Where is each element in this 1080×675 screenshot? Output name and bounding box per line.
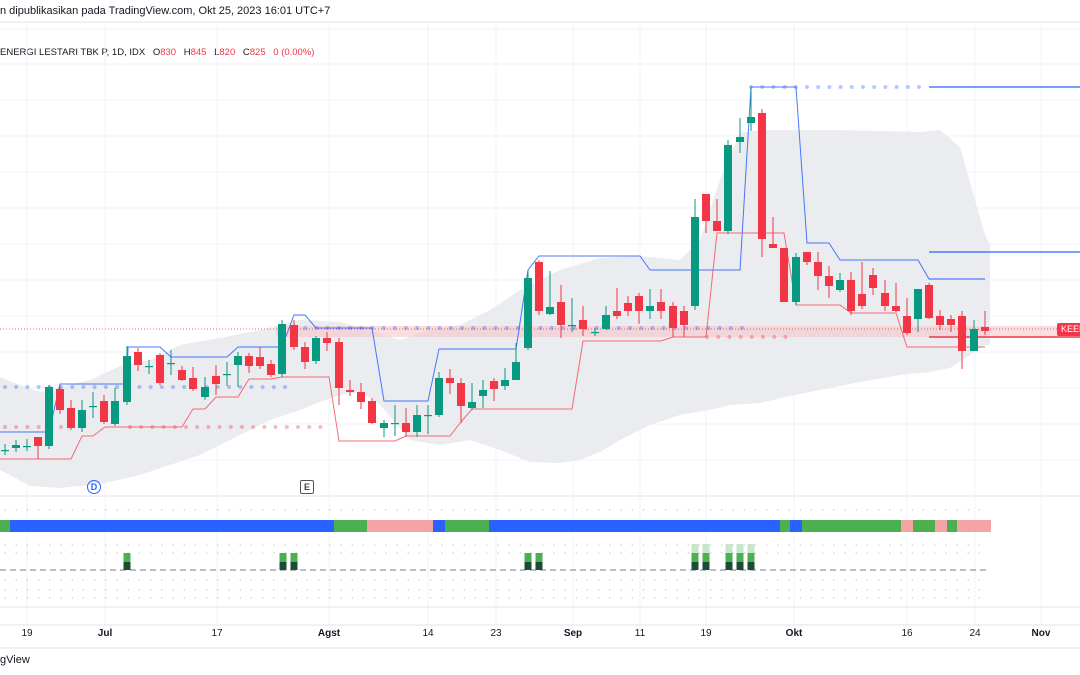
- high-label: H: [183, 47, 191, 58]
- time-axis-label: 23: [490, 628, 502, 639]
- time-axis-label: 16: [901, 628, 913, 639]
- time-axis-label: Nov: [1031, 628, 1051, 639]
- time-axis[interactable]: 19 Jul 17 Agst 14 23 Sep 11 19 Okt 16 24 Nov: [0, 628, 1080, 646]
- price-zone: [0, 326, 1060, 337]
- candlesticks: [1, 87, 989, 459]
- time-axis-label: Sep: [563, 628, 583, 639]
- open-value: 830: [160, 47, 177, 58]
- dividend-marker[interactable]: D: [87, 480, 101, 494]
- footer-brand: gView: [0, 654, 30, 666]
- change-value: 0 (0.00%): [273, 47, 315, 58]
- low-value: 820: [219, 47, 236, 58]
- brand-text: gView: [0, 654, 30, 666]
- published-text: n dipublikasikan pada TradingView.com, O…: [0, 5, 331, 17]
- time-axis-label: Okt: [785, 628, 803, 639]
- time-axis-label: Agst: [317, 628, 341, 639]
- channel-lines: [0, 85, 985, 460]
- cloud-band: [0, 130, 990, 488]
- symbol-price-label: KEEN: [1057, 323, 1080, 336]
- time-axis-label: 19: [700, 628, 712, 639]
- close-value: 825: [249, 47, 266, 58]
- time-axis-label: 14: [422, 628, 434, 639]
- time-axis-label: 17: [211, 628, 223, 639]
- indicator-panels: [0, 509, 991, 599]
- earnings-marker[interactable]: E: [300, 480, 314, 494]
- time-axis-label: Jul: [97, 628, 113, 639]
- time-axis-label: 11: [634, 628, 646, 639]
- time-axis-label: 24: [969, 628, 981, 639]
- symbol-name: ENERGI LESTARI TBK P, 1D, IDX: [0, 47, 146, 58]
- high-value: 845: [190, 47, 207, 58]
- publish-header: n dipublikasikan pada TradingView.com, O…: [0, 0, 1080, 22]
- close-label: C: [242, 47, 250, 58]
- open-label: O: [152, 47, 161, 58]
- time-axis-label: 19: [21, 628, 33, 639]
